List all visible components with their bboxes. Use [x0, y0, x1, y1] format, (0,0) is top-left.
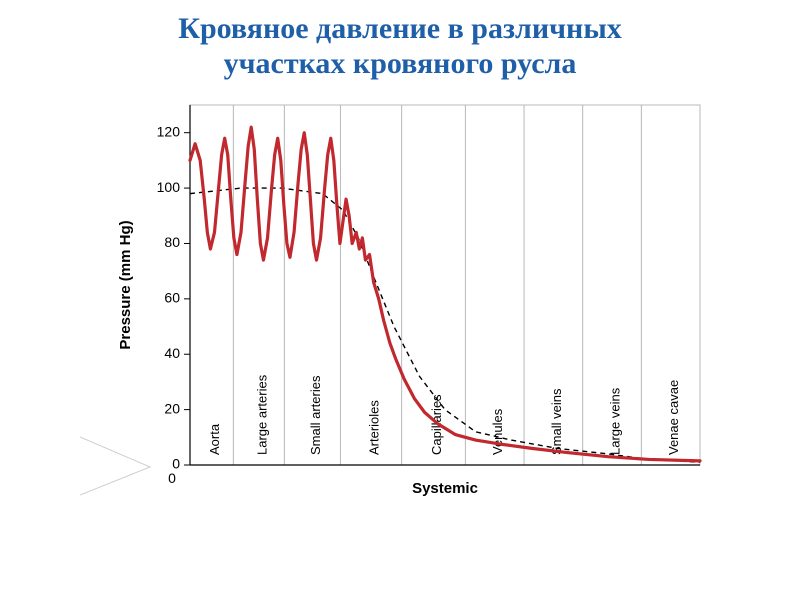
segment-label: Large arteries — [254, 374, 269, 455]
decor-lines — [80, 437, 150, 495]
x-zero-label: 0 — [168, 470, 176, 486]
segment-label: Large veins — [607, 387, 622, 455]
y-tick-label: 80 — [164, 234, 180, 250]
segment-label: Arterioles — [366, 400, 381, 455]
segment-label: Small veins — [549, 388, 564, 455]
x-axis-label: Systemic — [412, 480, 478, 497]
y-tick-label: 60 — [164, 290, 180, 306]
segment-label: Small arteries — [308, 375, 323, 455]
title-line-2: участках кровяного русла — [224, 47, 577, 80]
segment-label: Venae cavae — [666, 380, 681, 455]
y-tick-label: 120 — [157, 123, 181, 139]
y-tick-label: 20 — [164, 400, 180, 416]
title-line-1: Кровяное давление в различных — [178, 12, 622, 45]
y-tick-label: 40 — [164, 345, 180, 361]
y-axis-label: Pressure (mm Hg) — [117, 220, 134, 349]
segment-label: Venules — [490, 408, 505, 455]
pressure-chart: Aorta Large arteries Small arteries Arterio… — [80, 87, 720, 517]
segment-label: Aorta — [207, 423, 222, 455]
page-title: Кровяное давление в различных участках к… — [40, 12, 760, 81]
pressure-chart-svg: Aorta Large arteries Small arteries Arterio… — [80, 87, 720, 517]
y-tick-label: 100 — [157, 179, 181, 195]
